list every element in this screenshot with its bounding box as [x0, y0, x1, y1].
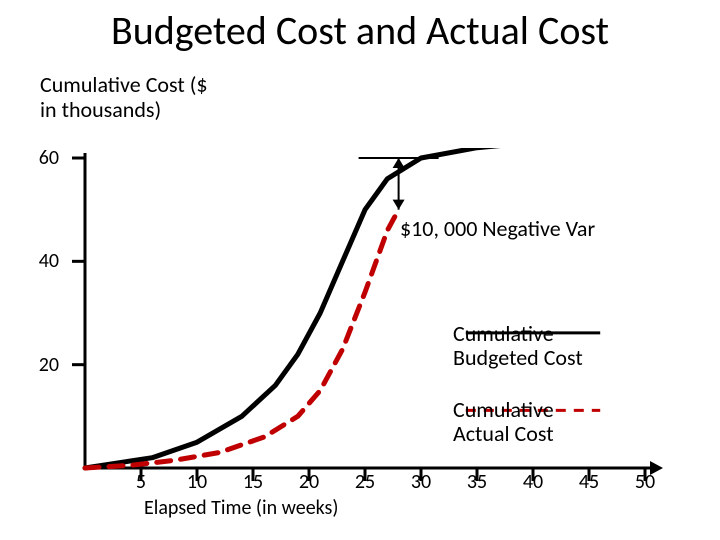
x-tick-label: 5	[136, 470, 146, 494]
y-tick-label: 60	[39, 146, 59, 170]
chart-area	[65, 148, 665, 488]
x-tick-label: 15	[243, 470, 263, 494]
x-tick-label: 30	[411, 470, 431, 494]
y-tick-label: 20	[39, 353, 59, 377]
legend-actual-line1: Cumulative	[453, 396, 554, 423]
y-axis-label-line2: in thousands)	[40, 96, 161, 123]
x-axis-label: Elapsed Time (in weeks)	[144, 496, 338, 520]
x-tick-label: 40	[523, 470, 543, 494]
x-tick-label: 25	[355, 470, 375, 494]
x-tick-label: 10	[187, 470, 207, 494]
chart-title: Budgeted Cost and Actual Cost	[0, 6, 720, 55]
x-tick-label: 50	[635, 470, 655, 494]
x-tick-label: 45	[579, 470, 599, 494]
y-axis-label-line1: Cumulative Cost ($	[40, 71, 208, 98]
chart-svg	[65, 148, 665, 488]
x-tick-label: 20	[299, 470, 319, 494]
legend-actual-line2: Actual Cost	[453, 420, 554, 447]
legend-budgeted-line2: Budgeted Cost	[453, 344, 583, 371]
y-tick-label: 40	[39, 249, 59, 273]
legend-budgeted: Cumulative Budgeted Cost	[453, 322, 583, 370]
x-tick-label: 35	[467, 470, 487, 494]
variance-annotation-text: $10, 000 Negative Var	[400, 215, 595, 242]
series-actual	[85, 210, 399, 468]
y-axis-label: Cumulative Cost ($ in thousands)	[40, 72, 208, 123]
slide: Budgeted Cost and Actual Cost Cumulative…	[0, 0, 720, 540]
legend-actual: Cumulative Actual Cost	[453, 398, 554, 446]
legend-budgeted-line1: Cumulative	[453, 320, 554, 347]
series-budgeted	[85, 148, 645, 468]
